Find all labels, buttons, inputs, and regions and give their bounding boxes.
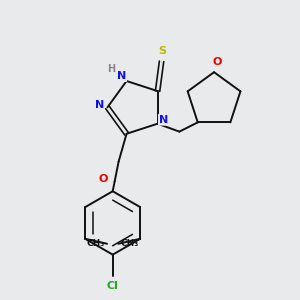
Text: H: H: [107, 64, 115, 74]
Text: Cl: Cl: [107, 281, 118, 291]
Text: N: N: [95, 100, 104, 110]
Text: N: N: [117, 71, 126, 81]
Text: CH₃: CH₃: [121, 239, 139, 248]
Text: S: S: [158, 46, 166, 56]
Text: CH₃: CH₃: [86, 239, 104, 248]
Text: O: O: [98, 174, 107, 184]
Text: O: O: [212, 57, 222, 67]
Text: N: N: [159, 115, 168, 125]
